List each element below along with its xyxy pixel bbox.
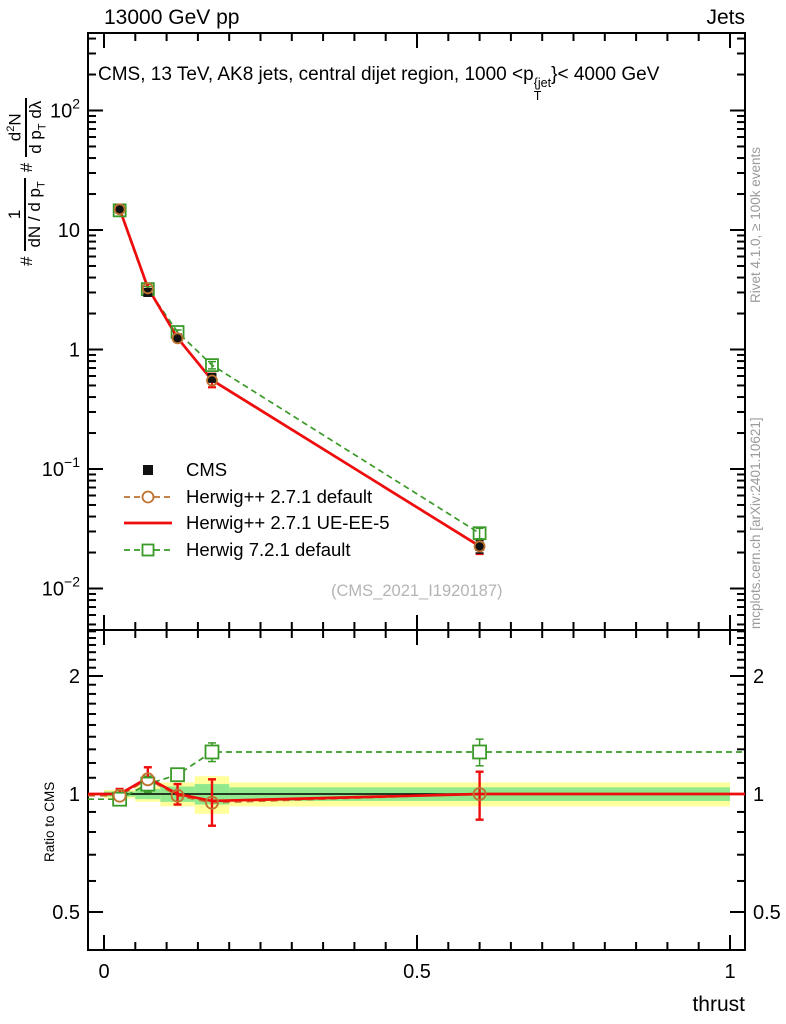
ylabel-fraction-2: d2N d pT dλ — [5, 97, 49, 157]
rivet-version-label: Rivet 4.1.0, ≥ 100k events — [748, 147, 763, 303]
svg-text:2: 2 — [753, 666, 764, 688]
ratio-panel-series — [88, 738, 745, 827]
svg-text:1: 1 — [753, 784, 764, 806]
svg-text:2: 2 — [69, 666, 80, 688]
axis-ticks — [88, 33, 745, 950]
legend-marker-square-open-dashed-icon — [124, 543, 172, 557]
svg-text:0: 0 — [98, 961, 109, 983]
legend-marker-circle-open-dashed-icon — [124, 490, 172, 504]
plot-title-suffix: }< 4000 GeV — [551, 64, 660, 85]
legend: CMS Herwig++ 2.7.1 default Herwig++ 2.7.1 … — [122, 457, 390, 563]
analysis-group-label: Jets — [706, 6, 745, 29]
legend-item-0: CMS — [122, 457, 390, 484]
legend-marker-line-solid-icon — [124, 521, 172, 525]
legend-marker-square-filled-icon — [143, 465, 153, 476]
svg-text:1: 1 — [69, 340, 80, 362]
legend-label: Herwig++ 2.7.1 default — [186, 485, 373, 507]
svg-text:10: 10 — [58, 220, 80, 242]
ratio-panel-frame — [87, 629, 746, 951]
svg-text:0.5: 0.5 — [753, 902, 781, 924]
pt-jet-supsub: {jet T — [533, 76, 552, 103]
legend-item-2: Herwig++ 2.7.1 UE-EE-5 — [122, 510, 390, 537]
svg-text:1: 1 — [69, 784, 80, 806]
plot-title: CMS, 13 TeV, AK8 jets, central dijet reg… — [98, 64, 659, 102]
main-y-axis-label: # 1 dN / d pT # d2N d pT dλ — [5, 94, 49, 268]
svg-text:0.5: 0.5 — [52, 902, 80, 924]
svg-text:0.5: 0.5 — [403, 961, 431, 983]
mcplots-arxiv-label: mcplots.cern.ch [arXiv:2401.10621] — [748, 417, 763, 629]
x-axis-label: thrust — [692, 993, 745, 1016]
legend-label: Herwig 7.2.1 default — [186, 538, 351, 560]
hash-symbol: # — [17, 162, 37, 173]
ratio-y-axis-label: Ratio to CMS — [42, 781, 57, 862]
axis-tick-labels: 102 10 1 10−1 10−2 2 2 1 1 0.5 0.5 0 0.5 1 — [42, 96, 781, 984]
legend-label: CMS — [186, 459, 228, 481]
legend-item-1: Herwig++ 2.7.1 default — [122, 484, 390, 511]
analysis-id-watermark: (CMS_2021_I1920187) — [331, 582, 503, 600]
svg-text:102: 102 — [50, 96, 80, 123]
hash-symbol: # — [17, 256, 37, 266]
svg-text:10−2: 10−2 — [42, 574, 80, 601]
legend-item-3: Herwig 7.2.1 default — [122, 537, 390, 564]
plot-title-text: CMS, 13 TeV, AK8 jets, central dijet reg… — [98, 64, 534, 85]
svg-text:10−1: 10−1 — [42, 454, 80, 481]
beam-energy-label: 13000 GeV pp — [104, 6, 240, 29]
legend-label: Herwig++ 2.7.1 UE-EE-5 — [186, 512, 390, 534]
ylabel-fraction-1: 1 dN / d pT — [5, 178, 49, 251]
main-panel-series — [112, 203, 487, 556]
svg-text:1: 1 — [724, 961, 735, 983]
